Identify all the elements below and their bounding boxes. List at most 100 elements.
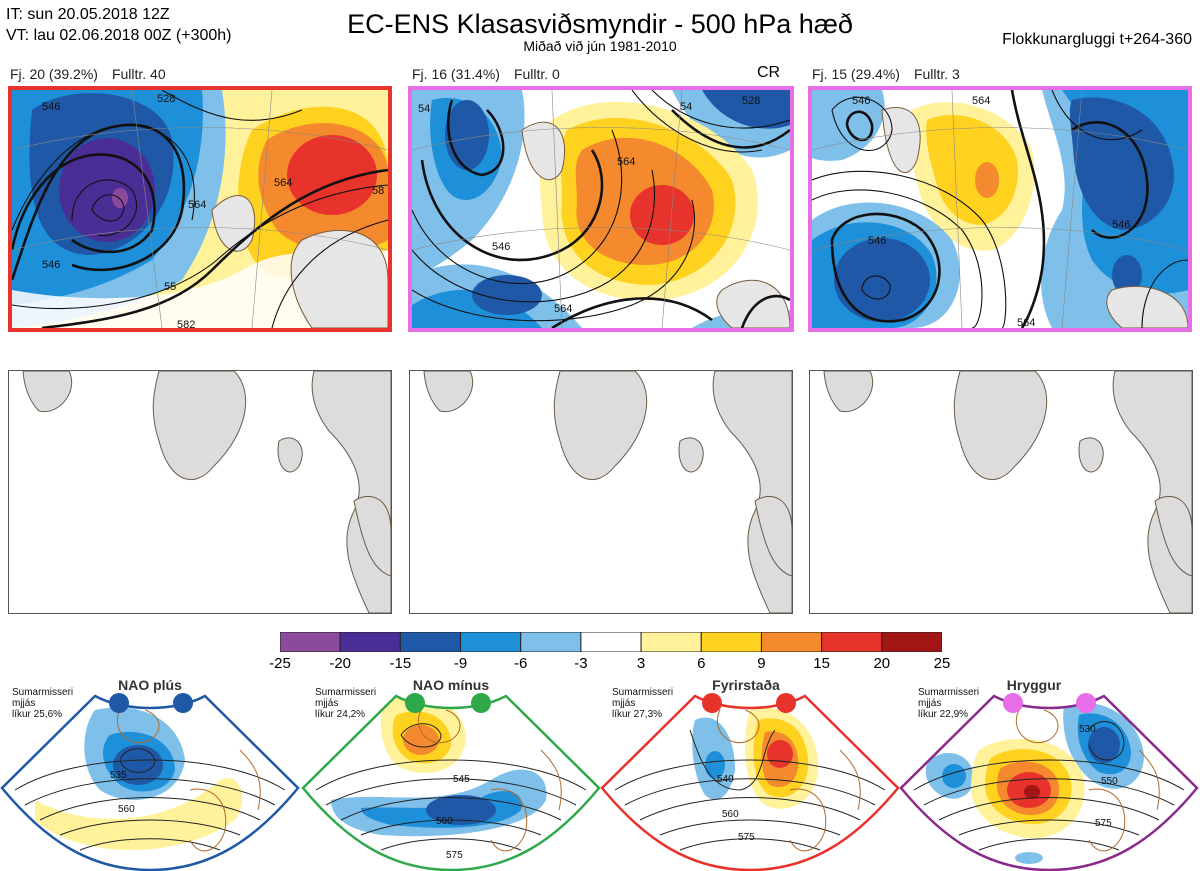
regime-marker-dot <box>173 693 193 713</box>
regime-note-line: líkur 24,2% <box>315 709 366 720</box>
regime-3-map: 540 560 575 <box>600 694 900 871</box>
regime-note-line: Sumarmisseri <box>315 687 377 698</box>
cluster-2-count: Fj. 16 (31.4%) <box>412 66 500 82</box>
regime-note-line: líkur 25,6% <box>12 709 63 720</box>
regime-marker-dot <box>1003 693 1023 713</box>
regime-contour-label: 560 <box>722 809 739 820</box>
colorbar-swatch <box>399 631 462 653</box>
regime-contour-label: 575 <box>738 832 755 843</box>
regime-2-map: 545 560 575 <box>301 694 601 871</box>
cluster-2-map: 546 564 528 54 564 54 <box>408 86 794 332</box>
regime-contour-label: 575 <box>1095 818 1112 829</box>
regime-row: Sumarmisseri mjjás líkur 25,6% NAO plús <box>0 672 1200 871</box>
regime-4-note: Sumarmisseri mjjás líkur 22,9% <box>918 687 979 720</box>
regime-note-line: mjjás <box>918 698 942 709</box>
regime-marker-dot <box>405 693 425 713</box>
colorbar <box>279 631 943 653</box>
contour-label: 564 <box>188 199 206 211</box>
regime-contour-label: 560 <box>436 816 453 827</box>
cluster-3-label: Fj. 15 (29.4%) Fulltr. 3 <box>812 66 974 82</box>
colorbar-swatch <box>279 631 341 653</box>
cluster-2-control: Fulltr. 0 <box>513 66 560 82</box>
cluster-1-map: 546 546 564 564 528 58 582 55 <box>8 86 392 332</box>
cluster-1-label: Fj. 20 (39.2%) Fulltr. 40 <box>10 66 180 82</box>
regime-contour-label: 560 <box>118 804 135 815</box>
regime-note-line: Sumarmisseri <box>12 687 74 698</box>
colorbar-swatch <box>881 631 943 653</box>
regime-1-markers <box>109 693 193 713</box>
regime-2-markers <box>405 693 491 713</box>
cluster-1-anomaly-plot: 546 546 564 564 528 58 582 55 <box>12 90 388 328</box>
regime-marker-dot <box>109 693 129 713</box>
empty-map-3 <box>809 370 1193 614</box>
regime-2-title: NAO mínus <box>412 677 490 693</box>
contour-label: 564 <box>617 156 635 168</box>
regime-note-line: mjjás <box>612 698 636 709</box>
regime-3-markers <box>702 693 796 713</box>
regime-4-map: 530 550 575 <box>899 694 1199 871</box>
regime-1-map: 535 560 <box>0 694 300 871</box>
regime-contour-label: 530 <box>1079 724 1096 735</box>
colorbar-swatches <box>279 631 943 653</box>
contour-label: 528 <box>157 93 175 105</box>
colorbar-swatch <box>580 631 642 653</box>
colorbar-tick-label: -25 <box>269 655 291 672</box>
regime-note-line: Sumarmisseri <box>918 687 980 698</box>
valid-time: VT: lau 02.06.2018 00Z (+300h) <box>6 27 232 44</box>
regime-contour-label: 545 <box>453 774 470 785</box>
regime-note-line: líkur 27,3% <box>612 709 663 720</box>
cluster-1-control: Fulltr. 40 <box>111 66 166 82</box>
colorbar-tick-label: -3 <box>574 655 588 672</box>
colorbar-tick-label: 9 <box>757 655 766 672</box>
empty-map-3-land <box>823 371 1192 613</box>
cluster-3-count: Fj. 15 (29.4%) <box>812 66 900 82</box>
contour-label: 58 <box>372 185 384 197</box>
colorbar-tick-label: -15 <box>389 655 412 672</box>
colorbar-swatch <box>821 631 883 653</box>
regime-note-line: líkur 22,9% <box>918 709 969 720</box>
initial-time: IT: sun 20.05.2018 12Z <box>6 6 170 23</box>
colorbar-tick-label: 6 <box>697 655 706 672</box>
colorbar-tick-label: 3 <box>636 655 646 672</box>
regime-4-title: Hryggur <box>1006 677 1062 693</box>
regime-contour-label: 535 <box>110 770 127 781</box>
cluster-1-count: Fj. 20 (39.2%) <box>10 66 98 82</box>
colorbar-tick-label: 15 <box>813 655 830 672</box>
empty-map-1-land <box>22 371 391 613</box>
contour-label: 546 <box>492 241 510 253</box>
colorbar-swatch <box>760 631 823 653</box>
cluster-2-tag: CR <box>757 64 781 81</box>
contour-label: 55 <box>164 281 176 293</box>
regime-3-title: Fyrirstaða <box>712 677 780 693</box>
contour-label: 546 <box>868 235 886 247</box>
cluster-2-anomaly-plot: 546 564 528 54 564 54 <box>412 90 790 328</box>
empty-map-2 <box>409 370 793 614</box>
contour-label: 564 <box>554 303 572 315</box>
regime-marker-dot <box>776 693 796 713</box>
contour-label: 54 <box>680 101 692 113</box>
colorbar-swatch <box>339 631 401 653</box>
colorbar-tick-label: 20 <box>873 655 891 672</box>
clustering-window: Flokkunargluggi t+264-360 <box>1002 31 1192 48</box>
contour-label: 582 <box>177 319 195 328</box>
regime-3-note: Sumarmisseri mjjás líkur 27,3% <box>612 687 673 720</box>
contour-label: 546 <box>42 259 60 271</box>
regime-2-note: Sumarmisseri mjjás líkur 24,2% <box>315 687 376 720</box>
contour-label: 528 <box>742 95 760 107</box>
page-title: EC-ENS Klasasviðsmyndir - 500 hPa hæð <box>347 9 853 39</box>
colorbar-swatch <box>520 631 582 653</box>
colorbar-tick-label: -9 <box>453 655 468 672</box>
contour-label: 564 <box>274 177 292 189</box>
contour-label: 546 <box>852 95 870 107</box>
empty-map-1 <box>8 370 392 614</box>
colorbar-tick-label: -20 <box>329 655 352 672</box>
contour-label: 546 <box>42 101 60 113</box>
regime-marker-dot <box>471 693 491 713</box>
regime-contour-label: 575 <box>446 850 463 861</box>
regime-note-line: Sumarmisseri <box>612 687 674 698</box>
regime-1-note: Sumarmisseri mjjás líkur 25,6% <box>12 687 73 720</box>
empty-map-2-land <box>423 371 792 613</box>
cluster-3-control: Fulltr. 3 <box>913 66 960 82</box>
contour-label: 546 <box>1112 219 1130 231</box>
regime-marker-dot <box>702 693 722 713</box>
